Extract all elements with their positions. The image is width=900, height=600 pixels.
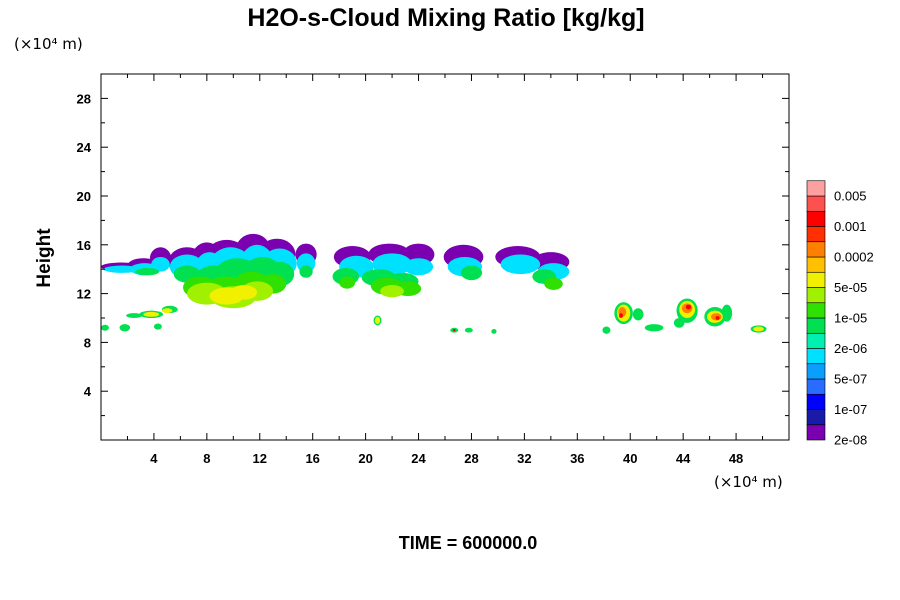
cloud-upper-contour bbox=[460, 265, 483, 281]
colorbar-swatch bbox=[806, 287, 826, 304]
cloud-upper-contour bbox=[151, 257, 170, 272]
cloud-upper-contour bbox=[135, 267, 160, 276]
cloud-lower-contour bbox=[685, 304, 692, 310]
cloud-lower-contour bbox=[602, 326, 611, 334]
x-tick-label: 48 bbox=[729, 451, 743, 466]
time-label: TIME = 600000.0 bbox=[399, 533, 538, 553]
y-tick-label: 20 bbox=[77, 189, 91, 204]
colorbar-swatch bbox=[806, 195, 826, 212]
colorbar-swatch bbox=[806, 348, 826, 365]
cloud-lower-contour bbox=[618, 313, 623, 318]
x-tick-label: 36 bbox=[570, 451, 584, 466]
cloud-lower-contour bbox=[632, 308, 644, 321]
colorbar-label: 0.001 bbox=[834, 219, 867, 234]
colorbar-swatch bbox=[806, 180, 826, 197]
colorbar-label: 0.0002 bbox=[834, 250, 874, 265]
cloud-lower-contour bbox=[119, 324, 131, 332]
colorbar-swatch bbox=[806, 424, 826, 441]
y-axis-units: (×10⁴ m) bbox=[14, 35, 83, 53]
cloud-lower-contour bbox=[374, 316, 381, 325]
colorbar-swatch bbox=[806, 317, 826, 334]
x-tick-label: 20 bbox=[358, 451, 372, 466]
y-tick-label: 8 bbox=[84, 335, 91, 350]
colorbar-swatch bbox=[806, 226, 826, 243]
colorbar-swatch bbox=[806, 241, 826, 258]
colorbar-swatch bbox=[806, 409, 826, 426]
cloud-lower-contour bbox=[161, 308, 173, 314]
colorbar-swatch bbox=[806, 363, 826, 380]
cloud-upper-contour bbox=[299, 265, 313, 278]
cloud-upper-contour bbox=[500, 254, 541, 275]
colorbar-swatch bbox=[806, 210, 826, 227]
cloud-lower-contour bbox=[721, 304, 733, 322]
colorbar-swatch bbox=[806, 393, 826, 410]
x-axis-units: (×10⁴ m) bbox=[714, 473, 783, 491]
cloud-upper-contour bbox=[339, 276, 356, 289]
cloud-lower-contour bbox=[753, 326, 764, 332]
x-tick-label: 44 bbox=[676, 451, 691, 466]
y-tick-label: 16 bbox=[77, 238, 91, 253]
y-tick-label: 24 bbox=[77, 140, 92, 155]
x-tick-label: 16 bbox=[305, 451, 319, 466]
colorbar-swatch bbox=[806, 302, 826, 319]
cloud-lower-contour bbox=[153, 323, 162, 330]
colorbar-swatch bbox=[806, 271, 826, 288]
colorbar: 0.005 0.001 0.0002 5e-05 1e-05 2e-06 5e-07 1e-0… bbox=[806, 180, 874, 448]
x-tick-label: 8 bbox=[203, 451, 210, 466]
cloud-upper-contour bbox=[544, 277, 563, 290]
colorbar-label: 0.005 bbox=[834, 189, 867, 204]
cloud-lower-contour bbox=[491, 328, 497, 334]
cloud-lower-contour bbox=[464, 327, 473, 333]
x-tick-label: 32 bbox=[517, 451, 531, 466]
cloud-lower-contour bbox=[452, 328, 456, 332]
colorbar-label: 5e-05 bbox=[834, 280, 867, 295]
cloud-upper-contour bbox=[230, 285, 258, 300]
colorbar-swatch bbox=[806, 332, 826, 349]
x-tick-label: 12 bbox=[253, 451, 267, 466]
chart-title: H2O-s-Cloud Mixing Ratio [kg/kg] bbox=[247, 4, 644, 32]
colorbar-label: 2e-08 bbox=[834, 433, 867, 448]
y-tick-label: 12 bbox=[77, 287, 91, 302]
cloud-upper-contour bbox=[380, 285, 404, 298]
y-tick-label: 28 bbox=[77, 91, 91, 106]
cloud-lower-contour bbox=[644, 324, 664, 332]
colorbar-label: 1e-05 bbox=[834, 311, 867, 326]
x-tick-label: 24 bbox=[411, 451, 426, 466]
colorbar-swatch bbox=[806, 378, 826, 395]
y-axis-label: Height bbox=[34, 228, 55, 288]
cloud-lower-contour bbox=[715, 316, 720, 320]
colorbar-label: 5e-07 bbox=[834, 372, 867, 387]
colorbar-label: 1e-07 bbox=[834, 402, 867, 417]
cloud-lower-contour bbox=[143, 311, 160, 317]
x-tick-label: 28 bbox=[464, 451, 478, 466]
cloud-upper-contour bbox=[403, 258, 434, 276]
cloud-lower-contour bbox=[126, 313, 143, 318]
cloud-lower-contour bbox=[101, 324, 109, 331]
colorbar-swatch bbox=[806, 256, 826, 273]
x-tick-label: 4 bbox=[150, 451, 158, 466]
y-tick-label: 4 bbox=[84, 384, 92, 399]
x-tick-label: 40 bbox=[623, 451, 637, 466]
colorbar-label: 2e-06 bbox=[834, 341, 867, 356]
